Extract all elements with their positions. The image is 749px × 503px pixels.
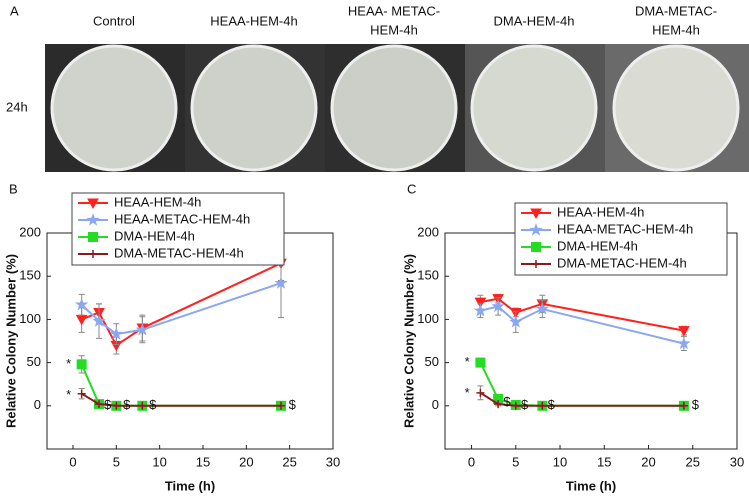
series-line [80,363,281,407]
plates [45,44,749,172]
marker [535,302,550,315]
column-label: DMA-METAC- [635,3,717,18]
column-label: Control [93,13,135,28]
row-label: 24h [6,99,28,114]
annotation: * [66,387,71,402]
x-tick-label: 0 [69,454,76,469]
marker [76,359,87,370]
panel-label: B [9,181,18,196]
legend-label: HEAA-METAC-HEM-4h [114,211,250,226]
legend-marker [529,222,543,236]
marker [678,326,690,337]
legend-marker [88,232,98,242]
x-tick-label: 15 [196,454,210,469]
series-line [479,362,684,407]
x-tick-label: 10 [553,454,567,469]
marker [109,327,124,340]
x-tick-label: 5 [113,454,120,469]
legend-marker [530,208,542,220]
marker [511,401,520,410]
legend-label: HEAA-HEM-4h [114,194,201,209]
marker [77,389,86,398]
x-tick-label: 5 [512,454,519,469]
marker [509,314,523,328]
x-tick-label: 10 [152,454,166,469]
y-tick-label: 100 [417,311,439,326]
y-axis-label: Relative Colony Number (%) [3,254,18,428]
marker [538,401,547,410]
y-tick-label: 0 [34,397,41,412]
marker [135,322,150,336]
marker [74,297,89,311]
y-axis-label: Relative Colony Number (%) [401,254,416,428]
x-tick-label: 25 [282,454,296,469]
x-tick-label: 25 [686,454,700,469]
legend-label: HEAA-METAC-HEM-4h [557,221,693,236]
column-label: DMA-HEM-4h [494,13,575,28]
x-tick-label: 30 [326,454,340,469]
legend-label: DMA-METAC-HEM-4h [114,245,244,260]
annotation: * [465,385,470,400]
marker [476,388,485,397]
marker [491,299,505,313]
x-tick-label: 15 [597,454,611,469]
series-line [80,282,282,336]
annotation: $ [692,397,700,412]
annotation: $ [521,397,529,412]
y-tick-label: 50 [425,354,439,369]
annotation: * [465,354,470,369]
marker [677,336,691,350]
x-tick-label: 20 [641,454,655,469]
legend-label: DMA-METAC-HEM-4h [557,255,687,270]
panel-label: A [10,3,19,18]
legend-marker [532,260,540,268]
legend-marker [531,242,541,252]
annotation: $ [289,397,297,412]
marker [274,276,288,289]
marker [473,303,488,317]
marker [494,400,503,409]
annotation: $ [104,397,112,412]
annotation: $ [548,397,556,412]
column-label: HEM-4h [652,22,700,37]
marker [75,314,88,326]
column-label: HEM-4h [370,22,418,37]
x-tick-label: 0 [468,454,475,469]
column-label: HEAA- METAC- [348,3,440,18]
x-axis-label: Time (h) [566,478,616,493]
y-tick-label: 50 [27,354,41,369]
annotation: * [66,356,71,371]
marker [138,401,147,410]
legend-label: HEAA-HEM-4h [557,204,644,219]
column-label: HEAA-HEM-4h [210,13,297,28]
series-line [480,297,685,332]
legend-marker [89,250,97,258]
x-tick-label: 30 [730,454,744,469]
y-tick-label: 150 [19,268,41,283]
marker [277,401,285,410]
y-tick-label: 200 [417,224,439,239]
y-tick-label: 200 [19,224,41,239]
marker [679,401,688,410]
marker [95,400,103,409]
marker [474,297,487,309]
y-tick-label: 150 [417,268,439,283]
y-tick-label: 100 [19,311,41,326]
panel-label: C [407,181,416,196]
marker [112,401,121,410]
legend-marker [87,198,99,210]
annotation: $ [503,394,511,409]
marker [475,357,486,368]
x-tick-label: 20 [239,454,253,469]
x-axis-label: Time (h) [165,478,215,493]
y-tick-label: 0 [432,397,439,412]
annotation: $ [123,397,131,412]
legend-label: DMA-HEM-4h [557,238,638,253]
marker [92,314,106,327]
legend-label: DMA-HEM-4h [114,228,195,243]
annotation: $ [149,397,157,412]
legend-marker [86,212,100,226]
